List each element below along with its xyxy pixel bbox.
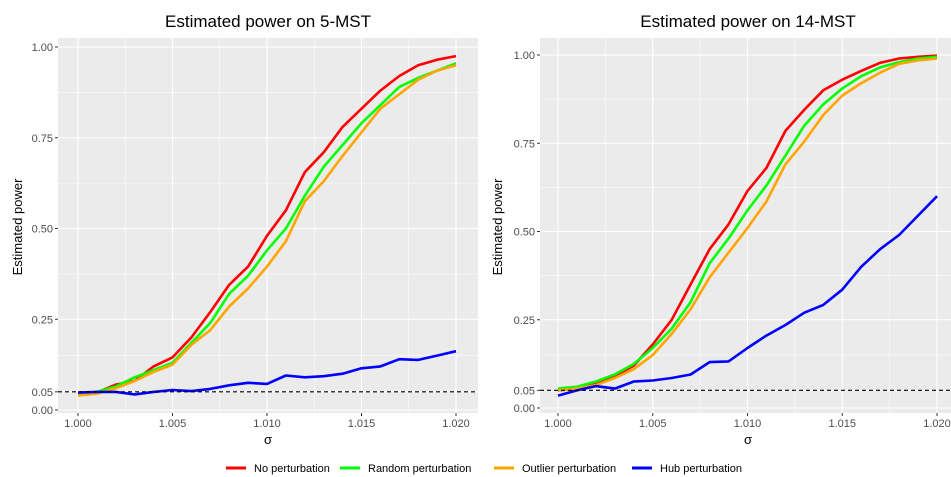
series-line xyxy=(557,54,938,392)
x-tick-label: 1.020 xyxy=(923,418,951,430)
x-tick-label: 1.010 xyxy=(734,418,762,430)
series-line xyxy=(557,195,938,397)
panel-title: Estimated power on 5-MST xyxy=(165,12,371,31)
y-tick-label: 0.50 xyxy=(514,227,535,239)
panel-background xyxy=(58,38,478,413)
x-tick-label: 1.000 xyxy=(544,418,572,430)
panel-14-mst: Estimated power on 14-MST Estimated powe… xyxy=(490,12,951,447)
series-line xyxy=(557,55,938,390)
x-axis-label: σ xyxy=(264,432,272,447)
y-tick-label: 0.00 xyxy=(514,403,535,415)
legend-label: Hub perturbation xyxy=(660,463,742,475)
x-tick-label: 1.005 xyxy=(159,418,187,430)
y-tick-label: 0.25 xyxy=(32,314,53,326)
y-tick-label: 0.75 xyxy=(514,138,535,150)
legend: No perturbation Random perturbation Outlie… xyxy=(226,463,742,475)
y-tick-label: 0.05 xyxy=(514,385,535,397)
series-line xyxy=(77,62,457,397)
legend-label: Random perturbation xyxy=(368,463,471,475)
y-tick-label: 0.05 xyxy=(32,387,53,399)
x-tick-label: 1.000 xyxy=(64,418,92,430)
x-tick-label: 1.020 xyxy=(442,418,470,430)
y-tick-label: 1.00 xyxy=(514,50,535,62)
x-tick-label: 1.010 xyxy=(253,418,281,430)
x-tick-label: 1.015 xyxy=(828,418,856,430)
legend-label: Outlier perturbation xyxy=(522,463,616,475)
y-tick-label: 0.00 xyxy=(32,405,53,417)
panel-background xyxy=(540,38,951,413)
y-tick-label: 1.00 xyxy=(32,42,53,54)
legend-label: No perturbation xyxy=(254,463,330,475)
series-line xyxy=(77,63,457,397)
y-tick-label: 0.25 xyxy=(514,315,535,327)
y-tick-label: 0.50 xyxy=(32,224,53,236)
y-axis-label: Estimated power xyxy=(10,178,25,275)
series-line xyxy=(557,57,938,392)
series-line xyxy=(77,349,457,396)
y-axis-label: Estimated power xyxy=(490,178,505,275)
panel-title: Estimated power on 14-MST xyxy=(640,12,855,31)
panel-5-mst: Estimated power on 5-MST Estimated power… xyxy=(10,12,478,447)
x-axis-label: σ xyxy=(744,432,752,447)
x-tick-label: 1.015 xyxy=(348,418,376,430)
y-tick-label: 0.75 xyxy=(32,133,53,145)
x-tick-label: 1.005 xyxy=(639,418,667,430)
